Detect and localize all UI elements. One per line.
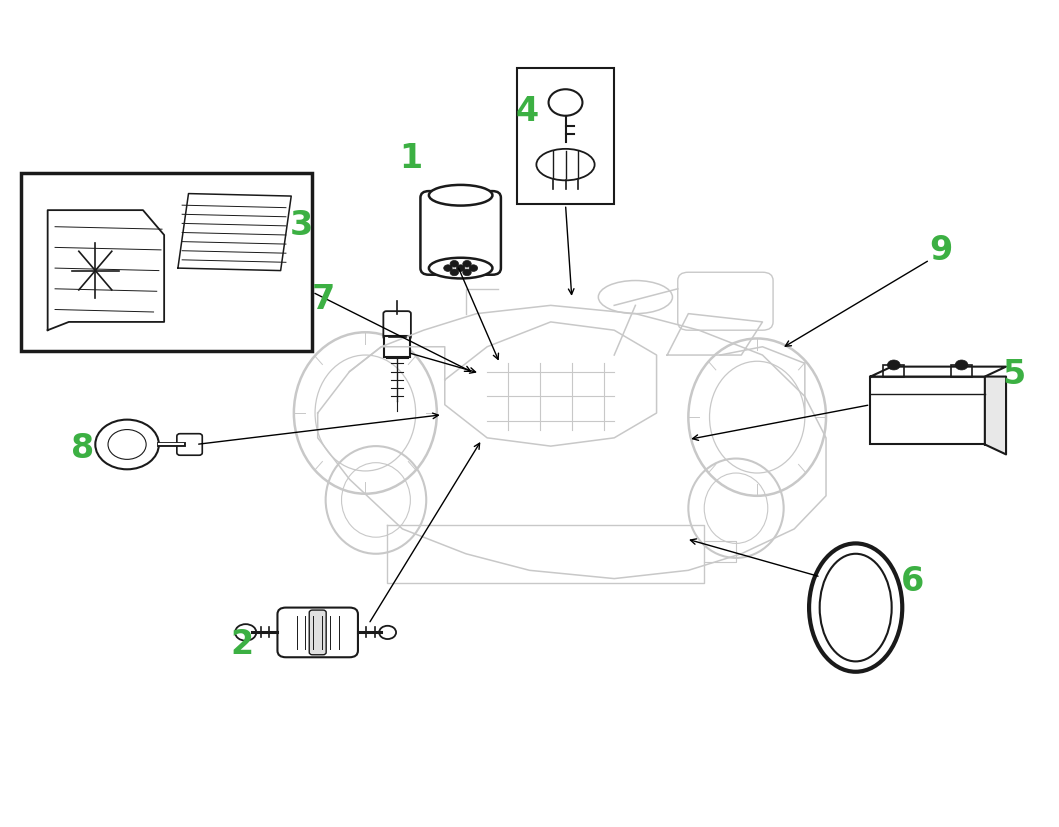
- Text: 1: 1: [399, 142, 423, 175]
- Bar: [21, 174, 312, 351]
- Bar: [883, 366, 904, 377]
- Circle shape: [444, 265, 452, 272]
- Circle shape: [456, 265, 465, 272]
- Polygon shape: [48, 211, 164, 331]
- Bar: [870, 377, 985, 445]
- Text: 8: 8: [71, 432, 94, 465]
- Text: 7: 7: [311, 283, 335, 316]
- Text: 9: 9: [929, 233, 952, 266]
- FancyBboxPatch shape: [309, 610, 326, 655]
- Circle shape: [235, 624, 256, 641]
- Ellipse shape: [429, 258, 492, 280]
- Circle shape: [95, 420, 159, 470]
- Ellipse shape: [820, 554, 892, 662]
- Text: 6: 6: [901, 564, 925, 597]
- Ellipse shape: [809, 544, 902, 672]
- FancyBboxPatch shape: [420, 192, 501, 275]
- Polygon shape: [985, 377, 1006, 455]
- Bar: [517, 69, 614, 205]
- FancyBboxPatch shape: [383, 312, 411, 340]
- Ellipse shape: [429, 185, 492, 207]
- FancyBboxPatch shape: [384, 337, 410, 357]
- Circle shape: [450, 261, 459, 268]
- Circle shape: [463, 270, 471, 276]
- Text: 5: 5: [1003, 357, 1026, 390]
- Polygon shape: [870, 367, 1006, 377]
- Circle shape: [469, 265, 478, 272]
- Circle shape: [463, 261, 471, 268]
- Circle shape: [379, 626, 396, 639]
- Circle shape: [955, 361, 968, 370]
- Circle shape: [450, 270, 459, 276]
- Text: 4: 4: [516, 95, 539, 128]
- Circle shape: [887, 361, 900, 370]
- Text: 3: 3: [290, 208, 313, 241]
- Polygon shape: [178, 194, 291, 271]
- FancyBboxPatch shape: [177, 434, 202, 456]
- FancyBboxPatch shape: [277, 608, 358, 657]
- Text: 2: 2: [230, 627, 253, 660]
- Bar: [951, 366, 972, 377]
